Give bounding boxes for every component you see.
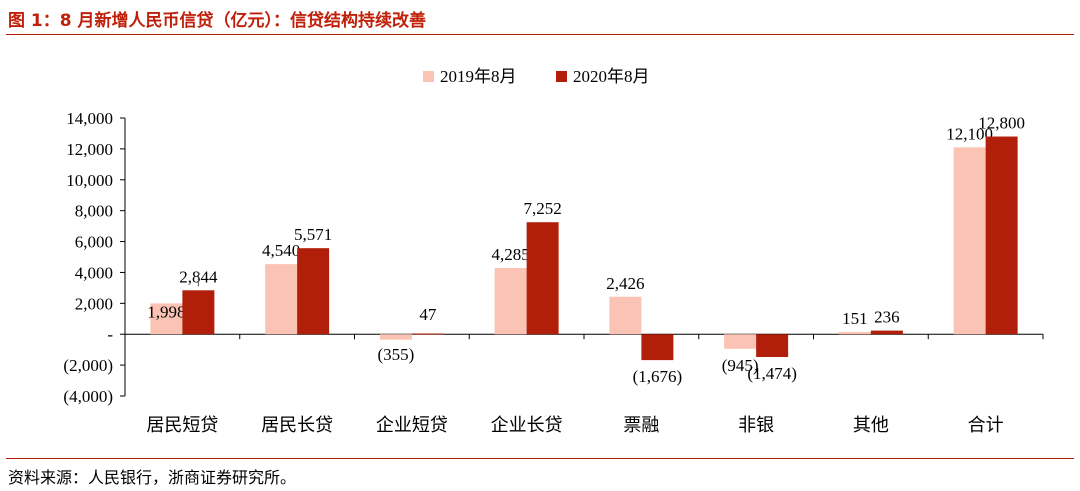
figure-title: 图 1：8 月新增人民币信贷（亿元）：信贷结构持续改善 [8, 11, 426, 31]
y-tick-label: 6,000 [75, 233, 113, 252]
data-label: 236 [874, 308, 900, 327]
data-label: 47 [419, 305, 437, 324]
y-tick-label: (2,000) [63, 356, 113, 375]
bar-2020-7 [870, 330, 903, 335]
legend-label-2020: 2020年8月 [573, 67, 650, 86]
data-label: 5,571 [294, 225, 332, 244]
footer-divider [6, 458, 1074, 459]
category-label: 其他 [853, 415, 889, 436]
bar-2020-8 [985, 136, 1018, 335]
bar-2019-1 [150, 303, 183, 335]
source-note: 资料来源：人民银行，浙商证券研究所。 [8, 468, 297, 487]
bar-2020-6 [756, 334, 789, 357]
bar-2019-7 [838, 331, 871, 335]
data-label: (945) [722, 356, 759, 375]
y-tick-label: 12,000 [66, 140, 113, 159]
bar-2020-5 [641, 334, 674, 361]
data-label: 1,998 [147, 302, 185, 321]
y-tick-label: 2,000 [75, 294, 113, 313]
category-label: 居民长贷 [261, 415, 333, 436]
y-tick-label: 14,000 [66, 109, 113, 128]
data-label: 151 [842, 309, 868, 328]
y-tick-label: 10,000 [66, 171, 113, 190]
category-label: 企业短贷 [376, 415, 448, 436]
title-divider [6, 34, 1074, 35]
legend-label-2019: 2019年8月 [440, 67, 517, 86]
y-tick-label: 8,000 [75, 202, 113, 221]
bar-2019-4 [494, 268, 527, 335]
bar-2020-4 [526, 222, 559, 335]
bar-2020-2 [297, 248, 330, 335]
data-label: (1,474) [747, 364, 797, 383]
legend-swatch-2020 [556, 71, 567, 82]
legend-swatch-2019 [423, 71, 434, 82]
category-label: 合计 [968, 415, 1004, 436]
bar-2020-1 [182, 290, 215, 335]
data-label: (355) [377, 345, 414, 364]
bar-2019-2 [265, 264, 298, 335]
data-label: 4,540 [262, 241, 300, 260]
data-label: (1,676) [633, 367, 683, 386]
bar-2019-5 [609, 296, 642, 335]
data-label: 7,252 [524, 199, 562, 218]
bar-2019-6 [724, 334, 757, 349]
y-tick-label: - [107, 325, 113, 344]
data-label: 4,285 [492, 245, 530, 264]
category-label: 企业长贷 [491, 415, 563, 436]
data-label: 12,100 [946, 124, 993, 143]
category-label: 非银 [738, 415, 774, 436]
category-label: 居民短贷 [146, 415, 218, 436]
category-label: 票融 [623, 415, 659, 436]
data-label: 12,800 [978, 114, 1025, 133]
y-tick-label: 4,000 [75, 263, 113, 282]
bar-2020-3 [411, 333, 444, 335]
bar-2019-8 [953, 147, 986, 335]
data-label: 2,426 [606, 274, 644, 293]
bar-2019-3 [379, 334, 412, 340]
y-tick-label: (4,000) [63, 387, 113, 406]
